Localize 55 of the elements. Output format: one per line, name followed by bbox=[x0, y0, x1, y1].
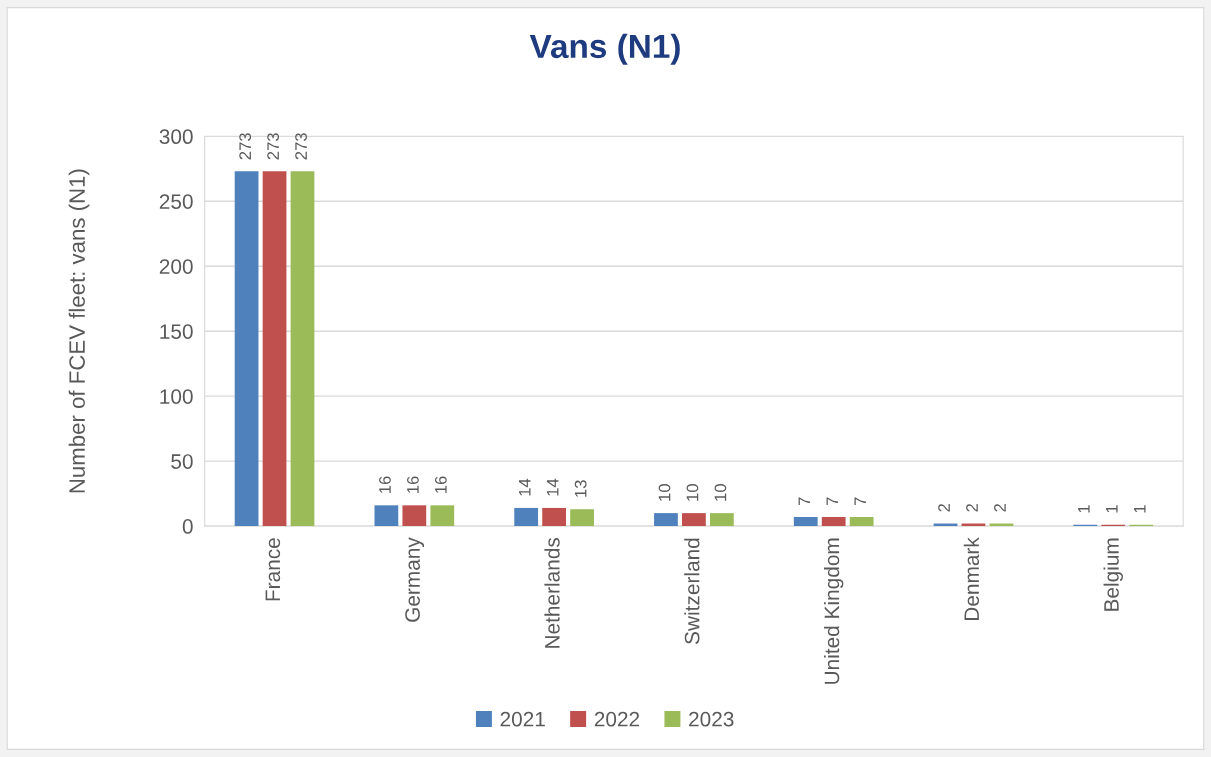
x-tick-label: Denmark bbox=[963, 537, 980, 621]
bar bbox=[514, 507, 539, 527]
bar bbox=[709, 513, 734, 527]
data-label: 273 bbox=[295, 133, 307, 160]
data-label: 2 bbox=[938, 503, 950, 512]
bar bbox=[682, 513, 706, 527]
data-label: 2 bbox=[966, 503, 978, 512]
data-label: 10 bbox=[658, 484, 671, 501]
x-tick-label: France bbox=[265, 538, 281, 601]
bar bbox=[849, 517, 874, 527]
legend-label: 2021 bbox=[500, 711, 545, 727]
bar bbox=[821, 517, 846, 527]
data-label: 14 bbox=[519, 478, 531, 496]
y-tick-label: 250 bbox=[159, 194, 193, 209]
y-tick-label: 100 bbox=[160, 389, 193, 404]
data-label: 1 bbox=[1134, 505, 1146, 513]
data-label: 16 bbox=[407, 476, 419, 493]
bar bbox=[290, 171, 315, 527]
x-tick-label: Netherlands bbox=[544, 537, 560, 648]
y-tick-label: 150 bbox=[160, 324, 193, 339]
bar bbox=[234, 171, 259, 527]
data-label: 13 bbox=[574, 480, 587, 497]
data-label: 1 bbox=[1078, 505, 1090, 513]
y-tick-label: 50 bbox=[171, 454, 193, 469]
y-tick-label: 300 bbox=[159, 129, 193, 145]
bar bbox=[793, 517, 818, 527]
bar bbox=[430, 505, 455, 527]
data-label: 7 bbox=[854, 497, 866, 506]
y-tick-label: 0 bbox=[182, 519, 193, 534]
bar bbox=[374, 505, 399, 527]
x-tick-label: Belgium bbox=[1103, 538, 1123, 611]
data-label: 7 bbox=[826, 497, 838, 506]
bar bbox=[570, 509, 594, 527]
legend-label: 2023 bbox=[689, 711, 734, 727]
data-label: 16 bbox=[379, 476, 391, 493]
legend-label: 2022 bbox=[594, 711, 640, 727]
data-label: 273 bbox=[267, 133, 280, 160]
data-label: 1 bbox=[1106, 505, 1118, 513]
data-label: 2 bbox=[994, 503, 1006, 512]
x-tick-label: Germany bbox=[405, 537, 425, 622]
data-label: 273 bbox=[239, 133, 252, 160]
bar bbox=[654, 513, 678, 527]
x-tick-label: United Kingdom bbox=[823, 538, 844, 684]
bar bbox=[262, 171, 287, 527]
chart-title: Vans (N1) bbox=[529, 33, 680, 65]
data-label: 10 bbox=[686, 484, 699, 501]
data-label: 14 bbox=[546, 478, 559, 496]
y-tick-label: 200 bbox=[159, 259, 193, 274]
x-tick-label: Switzerland bbox=[684, 538, 700, 644]
data-label: 10 bbox=[714, 484, 727, 501]
data-label: 16 bbox=[434, 476, 447, 493]
bar bbox=[542, 507, 566, 527]
data-label: 7 bbox=[798, 497, 811, 506]
y-axis-title: Number of FCEV fleet: vans (N1) bbox=[68, 169, 90, 493]
bar bbox=[402, 505, 427, 527]
